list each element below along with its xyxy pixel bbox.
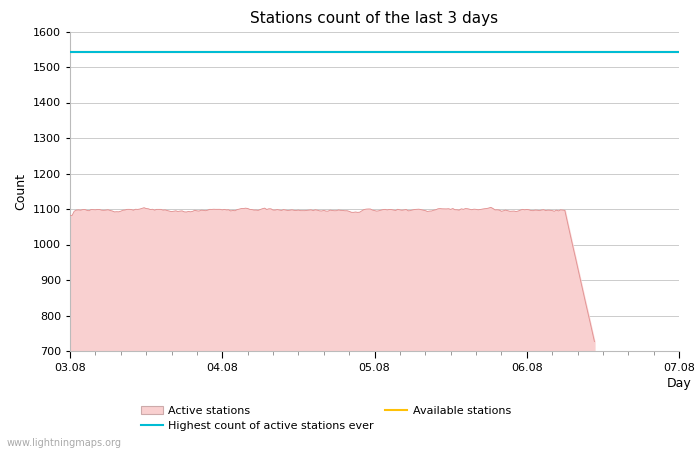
X-axis label: Day: Day: [666, 377, 692, 390]
Legend: Active stations, Highest count of active stations ever, Available stations: Active stations, Highest count of active…: [136, 401, 515, 436]
Text: www.lightningmaps.org: www.lightningmaps.org: [7, 438, 122, 448]
Title: Stations count of the last 3 days: Stations count of the last 3 days: [251, 11, 498, 26]
Y-axis label: Count: Count: [14, 173, 27, 210]
